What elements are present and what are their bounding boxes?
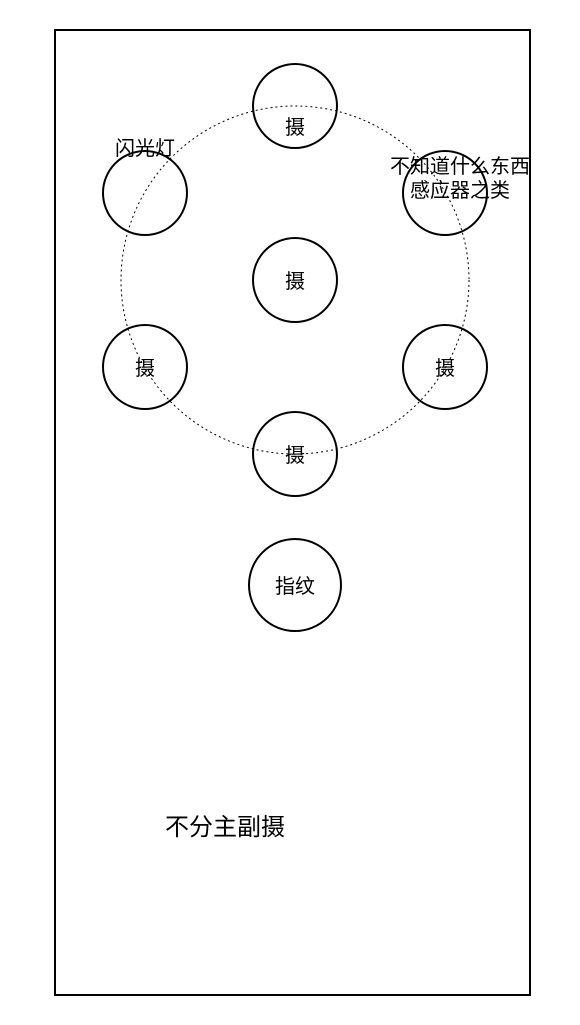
node-label-sensor: 不知道什么东西 xyxy=(390,155,530,178)
canvas-bg xyxy=(0,0,580,1025)
footer-note: 不分主副摄 xyxy=(165,814,285,841)
node-label-flash: 闪光灯 xyxy=(115,137,175,160)
node-label2-sensor: 感应器之类 xyxy=(410,179,510,202)
node-label-cam-left: 摄 xyxy=(135,357,155,380)
node-label-cam-bottom: 摄 xyxy=(285,444,305,467)
phone-back-diagram: 摄闪光灯不知道什么东西感应器之类摄摄摄摄指纹不分主副摄 xyxy=(0,0,580,1025)
node-label-cam-center: 摄 xyxy=(285,270,305,293)
node-label-fingerprint: 指纹 xyxy=(275,575,315,598)
node-label-cam-right: 摄 xyxy=(435,357,455,380)
node-label-cam-top: 摄 xyxy=(285,116,305,139)
